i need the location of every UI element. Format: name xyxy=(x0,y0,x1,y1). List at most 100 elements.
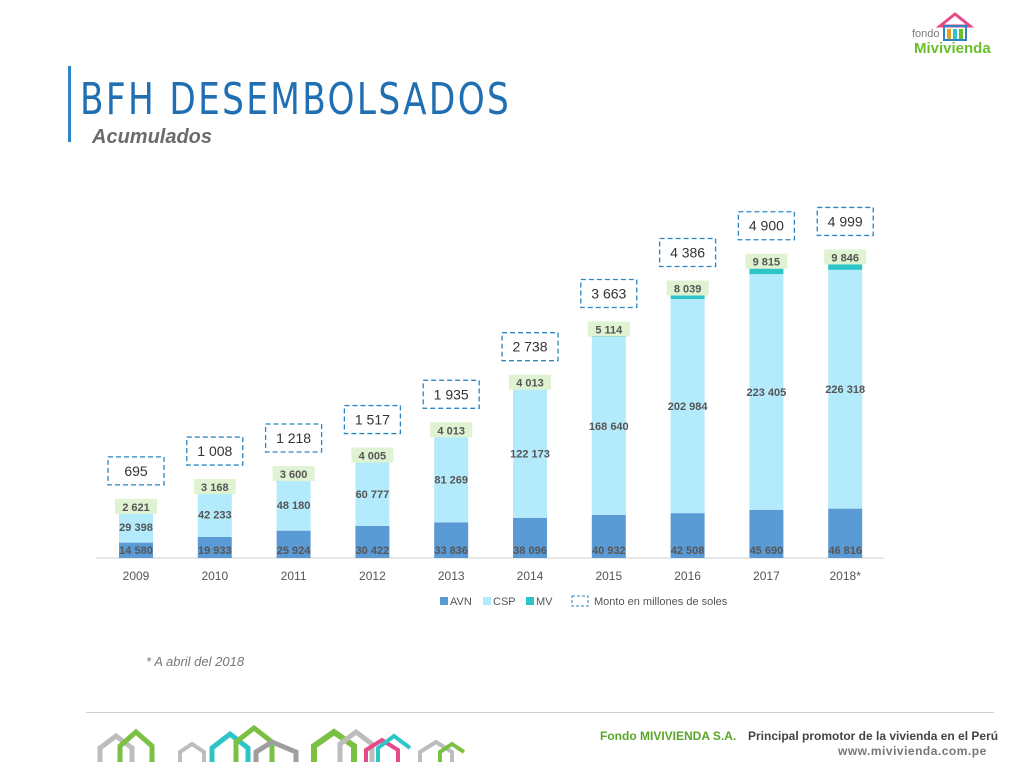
bar-avn xyxy=(276,530,311,558)
legend-label-csp: CSP xyxy=(493,596,516,608)
x-tick-label: 2016 xyxy=(674,569,701,583)
bar-csp xyxy=(197,492,232,537)
data-label-avn: 19 933 xyxy=(198,545,232,557)
bar-csp xyxy=(119,511,153,543)
data-label-csp: 223 405 xyxy=(747,387,787,399)
bar-avn xyxy=(670,513,705,558)
data-label-mv: 4 005 xyxy=(359,451,387,463)
data-label-mv: 3 600 xyxy=(280,469,308,481)
total-box xyxy=(501,332,559,362)
data-label-avn: 25 924 xyxy=(277,545,312,557)
total-label: 1 008 xyxy=(197,443,232,459)
total-label: 1 517 xyxy=(355,412,390,428)
legend-label-avn: AVN xyxy=(450,596,472,608)
total-box xyxy=(107,456,165,486)
data-label-csp: 48 180 xyxy=(277,500,311,512)
houses-decoration-icon xyxy=(97,724,466,762)
total-box xyxy=(580,278,638,309)
total-box xyxy=(422,379,480,409)
x-tick-label: 2015 xyxy=(595,569,622,583)
total-box xyxy=(816,206,874,237)
data-label-mv-bg xyxy=(351,447,394,463)
footer-divider xyxy=(86,712,994,713)
total-label: 4 386 xyxy=(670,245,705,261)
data-label-mv-bg xyxy=(587,321,630,337)
data-label-csp: 42 233 xyxy=(198,510,232,522)
footer-company: Fondo MIVIVIENDA S.A. xyxy=(600,729,737,743)
bar-avn xyxy=(434,522,469,558)
x-tick-label: 2018* xyxy=(830,569,862,583)
house-logo-icon xyxy=(935,12,975,41)
data-label-avn: 30 422 xyxy=(356,545,390,557)
data-label-mv: 9 846 xyxy=(831,252,859,264)
legend-label-total: Monto en millones de soles xyxy=(594,596,728,608)
data-label-mv: 2 621 xyxy=(122,502,150,514)
x-tick-label: 2012 xyxy=(359,569,386,583)
x-tick-label: 2009 xyxy=(123,569,150,583)
data-label-avn: 14 580 xyxy=(119,545,153,557)
total-label: 2 738 xyxy=(512,339,547,355)
x-tick-label: 2014 xyxy=(517,569,544,583)
logo-small-text: fondo xyxy=(912,28,940,40)
data-label-avn: 40 932 xyxy=(592,545,626,557)
total-label: 695 xyxy=(124,463,148,479)
bar-csp xyxy=(355,461,390,526)
data-label-mv-bg xyxy=(115,498,157,514)
legend-swatch-total xyxy=(571,595,589,607)
x-tick-label: 2010 xyxy=(201,569,228,583)
page-title: BFH DESEMBOLSADOS xyxy=(80,74,512,125)
x-tick-label: 2011 xyxy=(281,569,307,583)
bar-avn xyxy=(749,509,784,558)
total-label: 3 663 xyxy=(591,286,626,302)
data-label-mv-bg xyxy=(430,422,473,438)
data-label-mv: 3 168 xyxy=(201,482,229,494)
data-label-mv: 4 013 xyxy=(516,378,544,390)
x-tick-label: 2013 xyxy=(438,569,465,583)
data-label-avn: 33 836 xyxy=(434,545,468,557)
total-label: 1 935 xyxy=(434,386,469,402)
total-box xyxy=(264,423,323,453)
bar-avn xyxy=(119,542,153,558)
title-accent-bar xyxy=(68,66,71,142)
data-label-mv-bg xyxy=(509,374,551,390)
footnote: * A abril del 2018 xyxy=(146,654,245,669)
data-label-csp: 122 173 xyxy=(510,448,550,460)
legend-label-mv: MV xyxy=(536,596,553,608)
data-label-avn: 46 816 xyxy=(828,545,862,557)
mivivienda-logo xyxy=(908,12,1008,64)
bar-csp xyxy=(434,436,469,523)
data-label-mv: 9 815 xyxy=(753,257,781,269)
stacked-bar-chart: 14 580 29 398 2 621 695 2009 19 933 42 233 3 16… xyxy=(96,206,884,608)
legend-swatch-avn xyxy=(440,597,448,605)
data-label-avn: 38 096 xyxy=(513,545,547,557)
total-box xyxy=(737,211,796,241)
bar-avn xyxy=(197,536,232,558)
data-label-mv: 5 114 xyxy=(595,325,623,337)
page-subtitle: Acumulados xyxy=(92,126,213,148)
x-tick-label: 2017 xyxy=(753,569,780,583)
bar-mv xyxy=(828,259,863,270)
data-label-csp: 60 777 xyxy=(356,489,390,501)
data-label-csp: 29 398 xyxy=(119,522,153,534)
bar-csp xyxy=(513,388,547,518)
data-label-csp: 202 984 xyxy=(668,401,709,413)
total-label: 4 999 xyxy=(828,213,863,229)
data-label-csp: 226 318 xyxy=(825,384,865,396)
bar-csp xyxy=(670,299,705,514)
total-box xyxy=(658,237,717,268)
data-label-csp: 168 640 xyxy=(589,421,629,433)
data-label-mv-bg xyxy=(193,479,236,495)
bar-avn xyxy=(591,514,626,558)
bar-csp xyxy=(828,269,863,509)
footer-url[interactable]: www.mivivienda.com.pe xyxy=(838,744,987,758)
data-label-mv: 4 013 xyxy=(437,425,465,437)
data-label-mv-bg xyxy=(745,253,788,269)
bar-csp xyxy=(276,479,311,531)
legend-swatch-mv xyxy=(526,597,534,605)
data-label-mv: 8 039 xyxy=(674,284,702,296)
data-label-mv-bg xyxy=(824,249,867,265)
bar-avn xyxy=(355,525,390,558)
total-label: 4 900 xyxy=(749,218,784,234)
total-label: 1 218 xyxy=(276,430,311,446)
logo-brand-text: Mivivienda xyxy=(914,40,991,57)
